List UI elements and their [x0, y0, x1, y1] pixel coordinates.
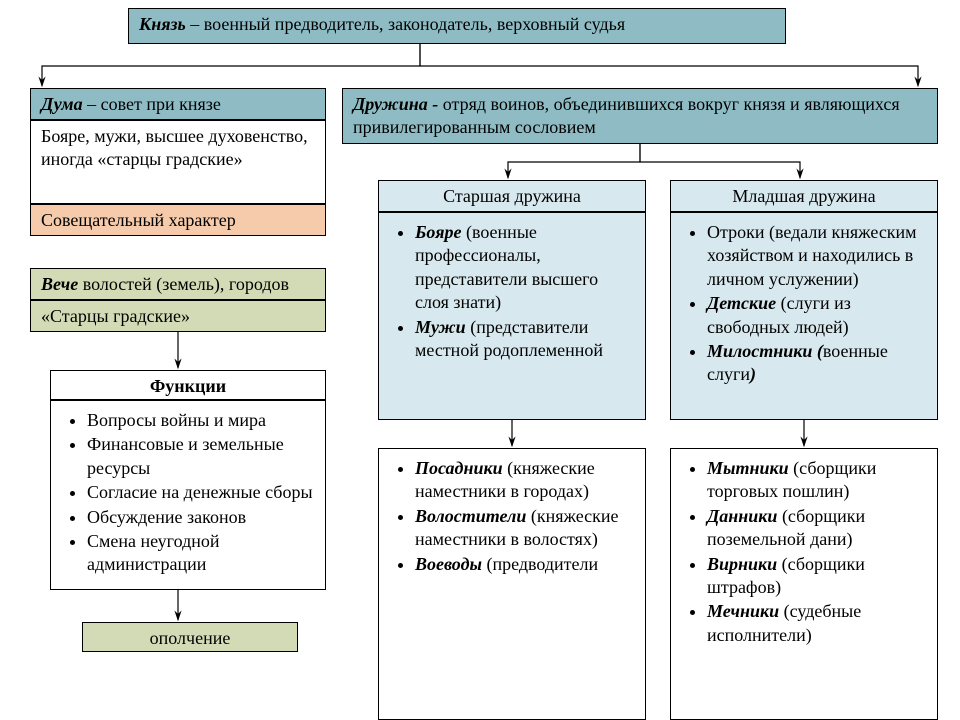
duma-note: Совещательный характер	[30, 204, 326, 236]
duma-composition-text: Бояре, мужи, высшее духовенство, иногда …	[41, 126, 308, 169]
junior-druzhina-title: Младшая дружина	[670, 180, 938, 212]
veche-desc: волостей (земель), городов	[78, 274, 289, 294]
list-item: Мытники (сборщики торговых пошлин)	[707, 457, 927, 504]
list-item: Вирники (сборщики штрафов)	[707, 553, 927, 600]
knyaz-desc: – военный предводитель, законодатель, ве…	[186, 14, 625, 34]
senior-title-text: Старшая дружина	[443, 186, 581, 206]
list-item: Детские (слуги из свободных людей)	[707, 292, 927, 339]
veche-term: Вече	[41, 274, 78, 294]
list-item: Волостители (княжеские наместники в воло…	[415, 505, 635, 552]
druzhina-header: Дружина - отряд воинов, объединившихся в…	[342, 88, 938, 144]
list-item: Отроки (ведали княжеским хозяйством и на…	[707, 221, 927, 291]
list-item: Воеводы (предводители	[415, 553, 635, 576]
functions-body: Вопросы войны и мираФинансовые и земельн…	[50, 400, 326, 590]
duma-header: Дума – совет при князе	[30, 88, 326, 120]
senior-list: Бояре (военные профессионалы, представит…	[389, 221, 635, 362]
duma-desc: – совет при князе	[83, 94, 221, 114]
junior-title-text: Младшая дружина	[732, 186, 875, 206]
list-item: Мужи (представители местной родоплеменно…	[415, 316, 635, 363]
duma-term: Дума	[41, 94, 83, 114]
junior-officials-box: Мытники (сборщики торговых пошлин)Данник…	[670, 448, 938, 720]
knyaz-term: Князь	[139, 14, 186, 34]
list-item: Согласие на денежные сборы	[87, 481, 315, 504]
list-item: Милостники (военные слуги)	[707, 340, 927, 387]
duma-note-text: Совещательный характер	[41, 210, 236, 230]
list-item: Посадники (княжеские наместники в города…	[415, 457, 635, 504]
list-item: Обсуждение законов	[87, 506, 315, 529]
list-item: Смена неугодной администрации	[87, 530, 315, 577]
list-item: Данники (сборщики поземельной дани)	[707, 505, 927, 552]
list-item: Вопросы войны и мира	[87, 409, 315, 432]
veche-sub: «Старцы градские»	[30, 300, 326, 332]
junior-druzhina-body: Отроки (ведали княжеским хозяйством и на…	[670, 212, 938, 420]
senior-officials-box: Посадники (княжеские наместники в города…	[378, 448, 646, 720]
senior-officials-list: Посадники (княжеские наместники в города…	[389, 457, 635, 576]
list-item: Финансовые и земельные ресурсы	[87, 433, 315, 480]
functions-title-text: Функции	[150, 376, 226, 396]
list-item: Бояре (военные профессионалы, представит…	[415, 221, 635, 315]
list-item: Мечники (судебные исполнители)	[707, 600, 927, 647]
junior-officials-list: Мытники (сборщики торговых пошлин)Данник…	[681, 457, 927, 647]
functions-title: Функции	[50, 370, 326, 400]
senior-druzhina-title: Старшая дружина	[378, 180, 646, 212]
druzhina-term: Дружина -	[353, 94, 443, 114]
militia-text: ополчение	[150, 628, 231, 648]
senior-druzhina-body: Бояре (военные профессионалы, представит…	[378, 212, 646, 420]
duma-composition: Бояре, мужи, высшее духовенство, иногда …	[30, 120, 326, 204]
veche-sub-text: «Старцы градские»	[41, 306, 190, 326]
functions-list: Вопросы войны и мираФинансовые и земельн…	[61, 409, 315, 577]
knyaz-box: Князь – военный предводитель, законодате…	[128, 8, 786, 44]
junior-list: Отроки (ведали княжеским хозяйством и на…	[681, 221, 927, 387]
militia-box: ополчение	[82, 622, 298, 652]
veche-header: Вече волостей (земель), городов	[30, 268, 326, 300]
